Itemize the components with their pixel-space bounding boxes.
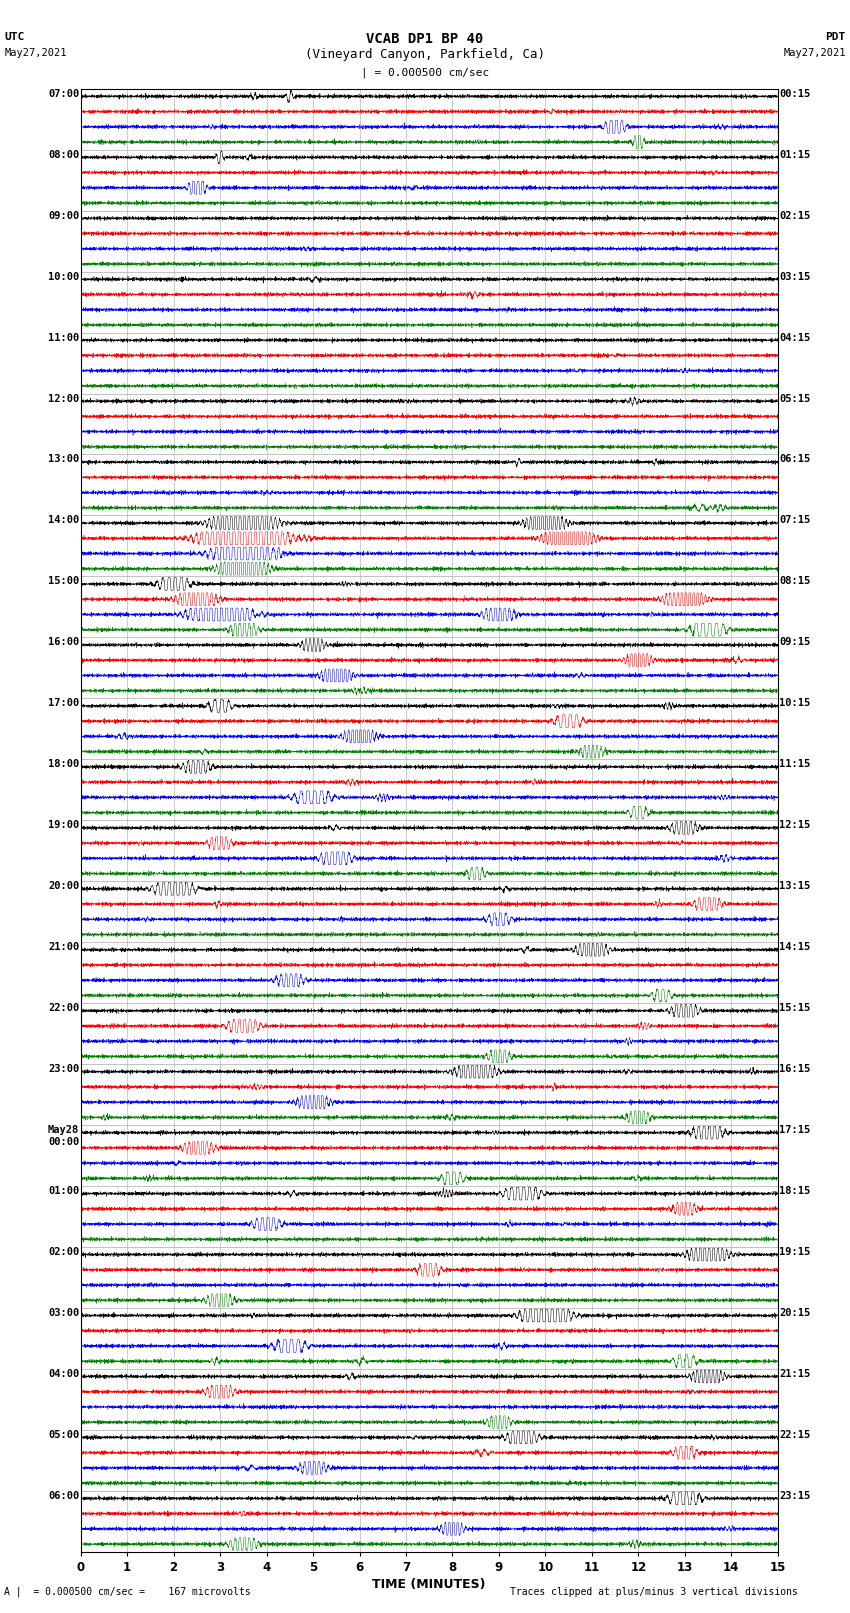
Text: A |  = 0.000500 cm/sec =    167 microvolts: A | = 0.000500 cm/sec = 167 microvolts: [4, 1586, 251, 1597]
Text: PDT: PDT: [825, 32, 846, 42]
Text: | = 0.000500 cm/sec: | = 0.000500 cm/sec: [361, 68, 489, 79]
Text: VCAB DP1 BP 40: VCAB DP1 BP 40: [366, 32, 484, 47]
Text: UTC: UTC: [4, 32, 25, 42]
Text: (Vineyard Canyon, Parkfield, Ca): (Vineyard Canyon, Parkfield, Ca): [305, 48, 545, 61]
Text: Traces clipped at plus/minus 3 vertical divisions: Traces clipped at plus/minus 3 vertical …: [510, 1587, 798, 1597]
X-axis label: TIME (MINUTES): TIME (MINUTES): [372, 1578, 486, 1590]
Text: May27,2021: May27,2021: [4, 48, 67, 58]
Text: May27,2021: May27,2021: [783, 48, 846, 58]
